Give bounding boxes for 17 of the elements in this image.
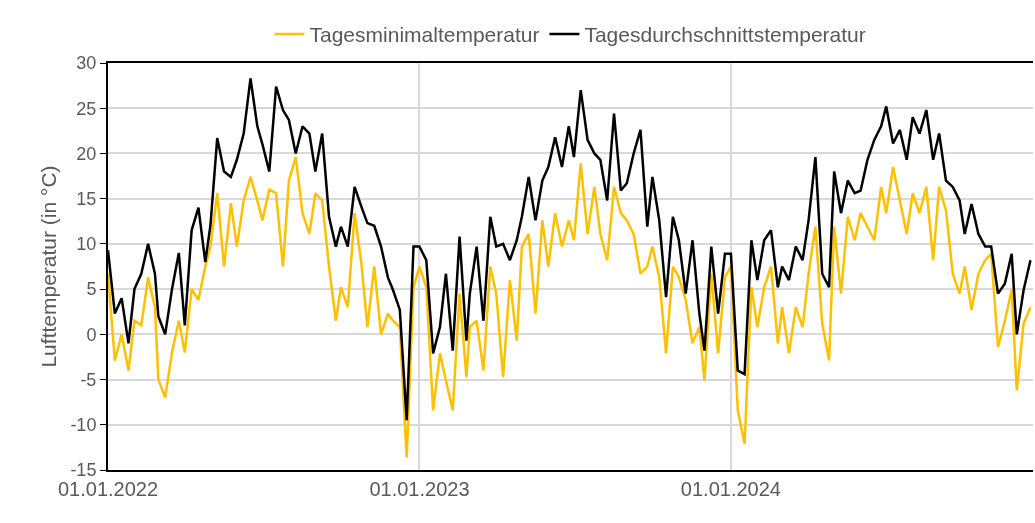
y-tick-label: -15: [70, 460, 97, 481]
y-tick-label: 25: [76, 98, 97, 119]
y-tick-label: 10: [76, 234, 97, 255]
legend-label: Tagesminimaltemperatur: [309, 23, 540, 47]
y-tick-label: -10: [70, 415, 97, 436]
x-tick-label: 01.01.2023: [369, 478, 470, 500]
line-series: [108, 155, 1032, 459]
x-tick-label: 01.01.2024: [680, 478, 781, 500]
y-tick-label: 0: [86, 324, 97, 345]
x-tick-label: 01.01.2022: [57, 478, 159, 500]
y-axis-title: Lufttemperatur (in °C): [37, 165, 61, 368]
y-tick-label: 5: [86, 279, 97, 300]
y-tick-label: 20: [76, 143, 97, 164]
legend-label: Tagesdurchschnittstemperatur: [584, 23, 866, 47]
y-tick-label: -5: [80, 369, 97, 390]
y-tick-label: 15: [76, 188, 97, 209]
y-tick-label: 30: [76, 53, 97, 74]
